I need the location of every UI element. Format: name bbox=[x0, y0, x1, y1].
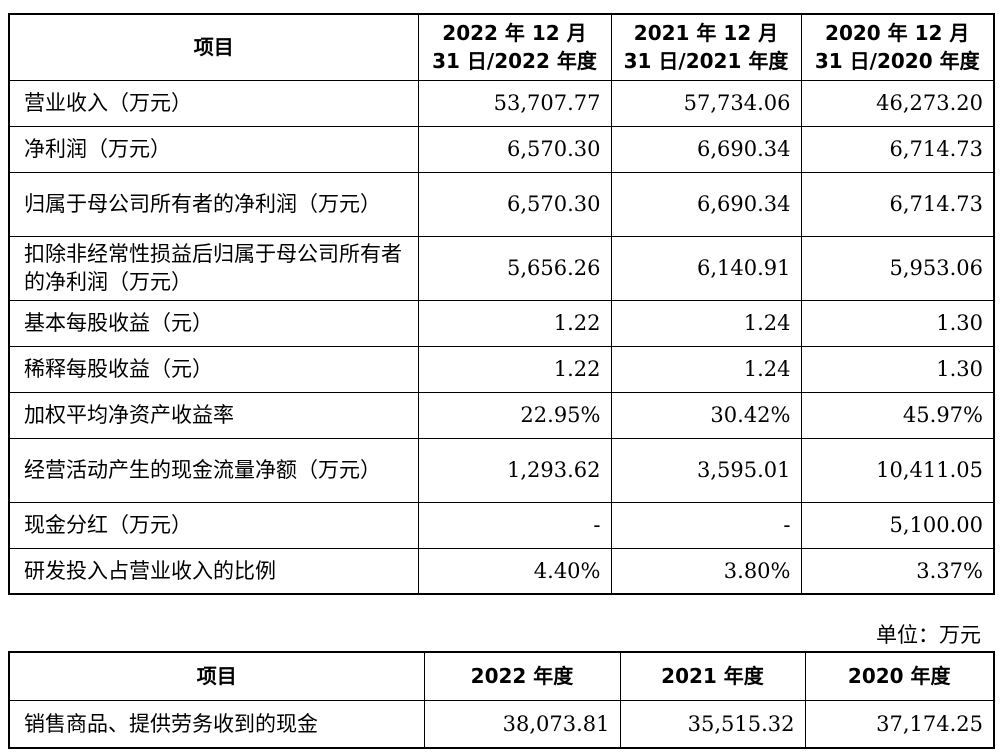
cell-value: 3.37% bbox=[800, 547, 995, 595]
header-item: 项目 bbox=[8, 13, 419, 81]
row-label: 经营活动产生的现金流量净额（万元） bbox=[8, 437, 419, 503]
cell-value: 1.24 bbox=[610, 345, 802, 393]
row-label: 稀释每股收益（元） bbox=[8, 345, 419, 393]
cell-value: 3,595.01 bbox=[610, 437, 802, 503]
header-2022: 2022 年 12 月 31 日/2022 年度 bbox=[417, 13, 612, 81]
table-row: 净利润（万元） 6,570.30 6,690.34 6,714.73 bbox=[8, 125, 995, 173]
cell-value: 57,734.06 bbox=[610, 79, 802, 127]
row-label: 扣除非经常性损益后归属于母公司所有者的净利润（万元） bbox=[8, 235, 419, 301]
table-header-row: 项目 2022 年 12 月 31 日/2022 年度 2021 年 12 月 … bbox=[8, 13, 995, 81]
cell-value: 38,073.81 bbox=[423, 699, 621, 749]
cash-flow-table: 项目 2022 年度 2021 年度 2020 年度 销售商品、提供劳务收到的现… bbox=[8, 651, 995, 749]
row-label: 加权平均净资产收益率 bbox=[8, 391, 419, 439]
row-label: 现金分红（万元） bbox=[8, 501, 419, 549]
table-row: 稀释每股收益（元） 1.22 1.24 1.30 bbox=[8, 345, 995, 393]
cell-value: 46,273.20 bbox=[800, 79, 995, 127]
row-label: 营业收入（万元） bbox=[8, 79, 419, 127]
cell-value: 1,293.62 bbox=[417, 437, 612, 503]
cell-value: 6,690.34 bbox=[610, 171, 802, 237]
cell-value: 6,714.73 bbox=[800, 125, 995, 173]
table-row: 现金分红（万元） - - 5,100.00 bbox=[8, 501, 995, 549]
cell-value: 30.42% bbox=[610, 391, 802, 439]
cell-value: 37,174.25 bbox=[804, 699, 995, 749]
cell-value: 45.97% bbox=[800, 391, 995, 439]
table-header-row: 项目 2022 年度 2021 年度 2020 年度 bbox=[8, 651, 995, 701]
row-label: 净利润（万元） bbox=[8, 125, 419, 173]
table-row: 营业收入（万元） 53,707.77 57,734.06 46,273.20 bbox=[8, 79, 995, 127]
financial-summary-table: 项目 2022 年 12 月 31 日/2022 年度 2021 年 12 月 … bbox=[8, 13, 995, 595]
unit-label: 单位：万元 bbox=[876, 623, 981, 647]
cell-value: 6,140.91 bbox=[610, 235, 802, 301]
row-label: 销售商品、提供劳务收到的现金 bbox=[8, 699, 425, 749]
row-label: 归属于母公司所有者的净利润（万元） bbox=[8, 171, 419, 237]
cell-value: 53,707.77 bbox=[417, 79, 612, 127]
cell-value: 5,656.26 bbox=[417, 235, 612, 301]
table-row: 研发投入占营业收入的比例 4.40% 3.80% 3.37% bbox=[8, 547, 995, 595]
cell-value: 22.95% bbox=[417, 391, 612, 439]
table-row: 经营活动产生的现金流量净额（万元） 1,293.62 3,595.01 10,4… bbox=[8, 437, 995, 503]
table-row: 加权平均净资产收益率 22.95% 30.42% 45.97% bbox=[8, 391, 995, 439]
cell-value: 1.22 bbox=[417, 299, 612, 347]
cell-value: 5,953.06 bbox=[800, 235, 995, 301]
row-label: 研发投入占营业收入的比例 bbox=[8, 547, 419, 595]
header-2021: 2021 年度 bbox=[619, 651, 806, 701]
cell-value: 5,100.00 bbox=[800, 501, 995, 549]
table-row: 销售商品、提供劳务收到的现金 38,073.81 35,515.32 37,17… bbox=[8, 699, 995, 749]
header-2020: 2020 年度 bbox=[804, 651, 995, 701]
cell-value: 1.24 bbox=[610, 299, 802, 347]
cell-value: - bbox=[610, 501, 802, 549]
cell-value: 3.80% bbox=[610, 547, 802, 595]
row-label: 基本每股收益（元） bbox=[8, 299, 419, 347]
cell-value: 6,570.30 bbox=[417, 171, 612, 237]
cell-value: 6,570.30 bbox=[417, 125, 612, 173]
cell-value: 6,690.34 bbox=[610, 125, 802, 173]
table-row: 扣除非经常性损益后归属于母公司所有者的净利润（万元） 5,656.26 6,14… bbox=[8, 235, 995, 301]
table-row: 归属于母公司所有者的净利润（万元） 6,570.30 6,690.34 6,71… bbox=[8, 171, 995, 237]
header-item: 项目 bbox=[8, 651, 425, 701]
cell-value: 10,411.05 bbox=[800, 437, 995, 503]
cell-value: 1.22 bbox=[417, 345, 612, 393]
cell-value: 4.40% bbox=[417, 547, 612, 595]
cell-value: 6,714.73 bbox=[800, 171, 995, 237]
header-2021: 2021 年 12 月 31 日/2021 年度 bbox=[610, 13, 802, 81]
cell-value: 1.30 bbox=[800, 299, 995, 347]
cell-value: 1.30 bbox=[800, 345, 995, 393]
header-2022: 2022 年度 bbox=[423, 651, 621, 701]
table-row: 基本每股收益（元） 1.22 1.24 1.30 bbox=[8, 299, 995, 347]
header-2020: 2020 年 12 月 31 日/2020 年度 bbox=[800, 13, 995, 81]
cell-value: 35,515.32 bbox=[619, 699, 806, 749]
cell-value: - bbox=[417, 501, 612, 549]
